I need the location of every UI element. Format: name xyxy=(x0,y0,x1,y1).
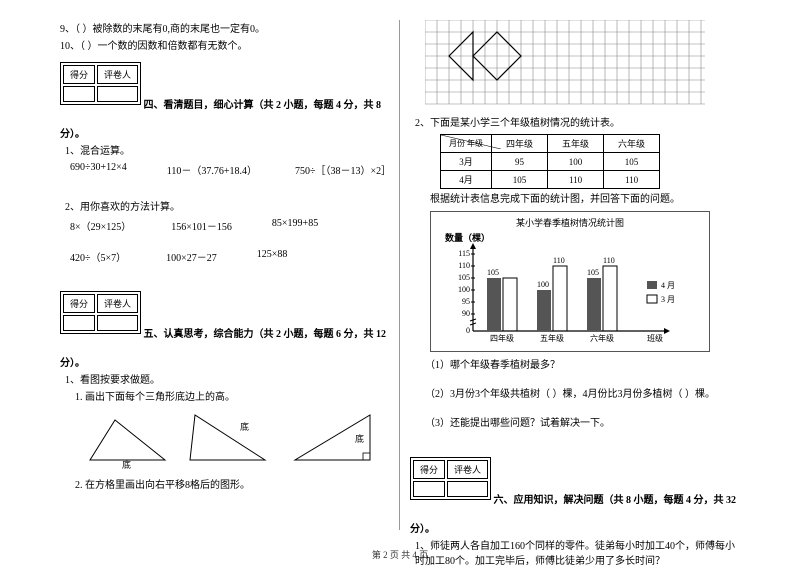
page-footer: 第 2 页 共 4 页 xyxy=(0,548,800,561)
calc-2c: 85×199+85 xyxy=(272,218,318,233)
score-box-s4: 得分 评卷人 xyxy=(60,62,141,105)
s5r-note: 根据统计表信息完成下面的统计图，并回答下面的问题。 xyxy=(430,192,740,207)
svg-text:110: 110 xyxy=(603,256,615,265)
section-6-title: 六、应用知识，解决问题（共 8 小题，每题 4 分，共 32 xyxy=(494,495,737,506)
section-4-title: 四、看清题目，细心计算（共 2 小题，每题 4 分，共 8 xyxy=(144,100,382,111)
planting-table: 月份 年级 四年级 五年级 六年级 3月 95 100 105 4月 105 1… xyxy=(440,134,660,189)
svg-text:100: 100 xyxy=(458,285,470,294)
question-9: 9、（ ）被除数的末尾有0,商的末尾也一定有0。 xyxy=(60,22,389,37)
calc-3b: 100×27－27 xyxy=(166,249,217,264)
calc-1a: 690÷30+12×4 xyxy=(70,162,127,177)
grader-label: 评卷人 xyxy=(97,65,138,84)
r1-g4: 95 xyxy=(492,153,548,171)
calc-3a: 420÷（5×7） xyxy=(70,249,126,264)
s5r-p2: 2、下面是某小学三个年级植树情况的统计表。 xyxy=(415,116,740,131)
triangle-diagrams: 底 底 底 xyxy=(80,410,389,470)
bar-chart-box: 某小学春季植树情况统计图 数量（棵） 115 110 105 100 95 90… xyxy=(430,211,710,352)
svg-text:五年级: 五年级 xyxy=(540,333,564,343)
tri1-base-label: 底 xyxy=(122,459,131,470)
svg-text:110: 110 xyxy=(553,256,565,265)
calc-row-1: 690÷30+12×4 110－（37.76+18.4） 750÷［（38－13… xyxy=(70,162,389,177)
s4-p1: 1、混合运算。 xyxy=(65,144,389,159)
chart-title: 某小学春季植树情况统计图 xyxy=(437,216,703,229)
calc-2b: 156×101－156 xyxy=(171,218,232,233)
chart-q3: （3）还能提出哪些问题？试着解决一下。 xyxy=(425,416,740,431)
calc-row-3: 420÷（5×7） 100×27－27 125×88 xyxy=(70,249,389,264)
s5-p1b: 2. 在方格里画出向右平移8格后的图形。 xyxy=(75,478,389,493)
svg-text:105: 105 xyxy=(487,268,499,277)
question-10: 10、（ ）一个数的因数和倍数都有无数个。 xyxy=(60,39,389,54)
grid-shape-diagram xyxy=(425,20,740,108)
right-column: 2、下面是某小学三个年级植树情况的统计表。 月份 年级 四年级 五年级 六年级 … xyxy=(400,20,750,530)
svg-text:105: 105 xyxy=(458,273,470,282)
r1-month: 3月 xyxy=(441,153,492,171)
chart-q2: （2）3月份3个年级共植树（ ）棵，4月份比3月份多植树（ ）棵。 xyxy=(425,387,740,402)
tri2-base-label: 底 xyxy=(240,421,249,432)
score-label: 得分 xyxy=(413,460,445,479)
svg-text:110: 110 xyxy=(458,261,470,270)
svg-text:95: 95 xyxy=(462,297,470,306)
y-axis-label: 数量（棵） xyxy=(445,232,490,243)
score-label: 得分 xyxy=(63,65,95,84)
calc-3c: 125×88 xyxy=(257,249,288,264)
calc-1c: 750÷［（38－13）×2］ xyxy=(295,162,389,177)
svg-text:3 月: 3 月 xyxy=(661,295,675,304)
score-label: 得分 xyxy=(63,294,95,313)
section-4-tail: 分）。 xyxy=(60,125,389,140)
svg-text:四年级: 四年级 xyxy=(490,333,514,343)
section-5-title: 五、认真思考，综合能力（共 2 小题，每题 6 分，共 12 xyxy=(144,329,387,340)
r2-g6: 110 xyxy=(604,171,660,189)
score-box-s6: 得分 评卷人 xyxy=(410,457,491,500)
calc-row-2: 8×（29×125） 156×101－156 85×199+85 xyxy=(70,218,389,233)
svg-text:六年级: 六年级 xyxy=(590,333,614,343)
r2-g4: 105 xyxy=(492,171,548,189)
svg-text:90: 90 xyxy=(462,309,470,318)
calc-1b: 110－（37.76+18.4） xyxy=(167,162,255,177)
th-corner: 月份 年级 xyxy=(441,135,492,153)
r2-month: 4月 xyxy=(441,171,492,189)
svg-text:班级: 班级 xyxy=(647,333,663,343)
grader-label: 评卷人 xyxy=(97,294,138,313)
svg-text:115: 115 xyxy=(458,249,470,258)
r1-g6: 105 xyxy=(604,153,660,171)
chart-q1: （1）哪个年级春季植树最多？ xyxy=(425,358,740,373)
s4-p2: 2、用你喜欢的方法计算。 xyxy=(65,200,389,215)
svg-text:105: 105 xyxy=(587,268,599,277)
svg-text:0: 0 xyxy=(466,326,470,335)
r2-g5: 110 xyxy=(548,171,604,189)
section-5-tail: 分）。 xyxy=(60,354,389,369)
left-column: 9、（ ）被除数的末尾有0,商的末尾也一定有0。 10、（ ）一个数的因数和倍数… xyxy=(50,20,400,530)
tri3-base-label: 底 xyxy=(355,433,364,444)
s5-p1: 1、看图按要求做题。 xyxy=(65,373,389,388)
score-box-s5: 得分 评卷人 xyxy=(60,291,141,334)
svg-text:100: 100 xyxy=(537,280,549,289)
section-6-tail: 分）。 xyxy=(410,520,740,535)
r1-g5: 100 xyxy=(548,153,604,171)
th-g5: 五年级 xyxy=(548,135,604,153)
grader-label: 评卷人 xyxy=(447,460,488,479)
th-g6: 六年级 xyxy=(604,135,660,153)
s5-p1a: 1. 画出下面每个三角形底边上的高。 xyxy=(75,390,389,405)
svg-text:4 月: 4 月 xyxy=(661,281,675,290)
calc-2a: 8×（29×125） xyxy=(70,218,131,233)
